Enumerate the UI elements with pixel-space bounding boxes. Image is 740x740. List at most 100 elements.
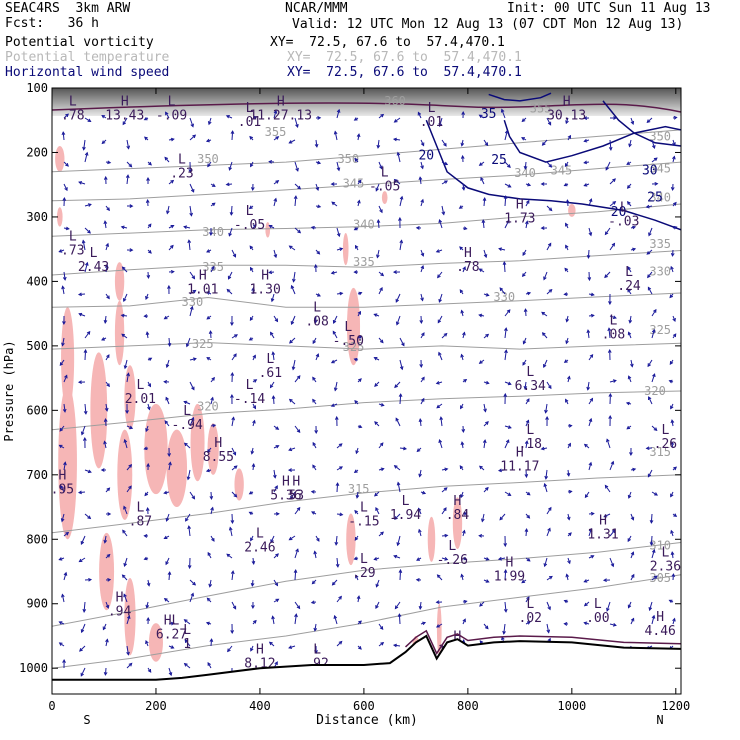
extremum-type: L — [344, 320, 352, 335]
wind-vector-head — [479, 603, 483, 607]
wind-vector-head — [422, 490, 427, 495]
wind-vector-head — [438, 351, 442, 356]
wind-vector-head — [314, 430, 319, 435]
wind-vector-head — [420, 142, 425, 147]
wind-vector-head — [230, 130, 235, 135]
wind-vector-head — [120, 313, 125, 318]
wind-vector — [126, 464, 132, 471]
wind-vector — [294, 375, 301, 383]
wind-vector-head — [672, 617, 676, 622]
extremum-value: 5.36 — [270, 489, 301, 504]
wind-vector-head — [670, 551, 675, 556]
wind-vector — [336, 596, 342, 603]
wind-vector-head — [232, 253, 237, 258]
theta-label: 315 — [348, 482, 370, 496]
wind-vector-head — [295, 167, 299, 172]
wind-vector-head — [312, 398, 316, 403]
wind-vector-head — [101, 337, 105, 341]
wind-vector-head — [568, 424, 573, 428]
wind-vector-head — [670, 405, 674, 410]
wind-vector-head — [165, 111, 169, 116]
wind-vector-head — [85, 261, 89, 266]
wind-vector-head — [438, 123, 443, 128]
extremum-type: H — [282, 475, 290, 490]
wind-vector-head — [87, 203, 92, 207]
wind-vector-head — [310, 489, 315, 494]
wind-vector — [126, 139, 130, 149]
wind-vector — [315, 139, 318, 147]
wind-vector-head — [461, 110, 466, 115]
wind-vector-head — [229, 211, 234, 216]
wind-vector-head — [565, 199, 570, 204]
wind-vector — [294, 570, 297, 581]
wind-vector-head — [206, 357, 211, 361]
wind-vector-head — [80, 629, 85, 634]
wind-vector-head — [165, 517, 170, 522]
wind-label: 35 — [481, 107, 497, 122]
wind-vector-head — [87, 118, 92, 123]
wind-vector — [123, 293, 128, 302]
wind-vector-head — [312, 441, 316, 446]
wind-vector-head — [521, 273, 526, 278]
wind-vector — [336, 227, 340, 237]
wind-vector-head — [651, 614, 656, 619]
field-name-theta: Potential temperature — [5, 50, 170, 65]
wind-vector-head — [339, 512, 344, 517]
wind-vector-head — [565, 120, 569, 125]
wind-vector — [189, 417, 194, 427]
y-tick-label: 900 — [26, 597, 48, 611]
header-init: Init: 00 UTC Sun 11 Aug 13 — [507, 1, 711, 16]
wind-vector-head — [147, 223, 152, 228]
wind-vector — [63, 572, 67, 581]
wind-vector-head — [190, 123, 194, 128]
extremum-value: 13.43 — [105, 108, 144, 123]
wind-vector-head — [463, 226, 468, 231]
wind-vector-head — [143, 446, 148, 451]
wind-vector-head — [310, 600, 315, 605]
wind-vector-head — [459, 465, 464, 470]
wind-vector-head — [233, 465, 238, 469]
wind-vector — [399, 359, 403, 370]
wind-vector-head — [583, 443, 588, 448]
x-tick-label: 1200 — [661, 699, 690, 713]
header-fcst: Fcst: 36 h — [5, 16, 99, 31]
wind-vector — [546, 601, 551, 610]
wind-vector-head — [435, 381, 440, 385]
wind-vector — [375, 579, 380, 587]
terrain-edge-line — [404, 629, 682, 655]
wind-vector-head — [146, 176, 150, 181]
wind-vector — [377, 220, 380, 229]
wind-vector-head — [373, 357, 378, 361]
wind-vector-head — [462, 331, 466, 336]
wind-vector — [210, 491, 213, 499]
wind-vector-head — [126, 145, 131, 150]
wind-vector-head — [422, 621, 427, 626]
wind-vector-head — [144, 492, 149, 497]
theta-label: 325 — [649, 323, 671, 337]
y-tick-label: 600 — [26, 403, 48, 417]
wind-vector-head — [78, 312, 83, 317]
wind-vector-head — [460, 154, 465, 159]
wind-vector — [165, 112, 170, 119]
wind-vector-head — [524, 474, 529, 479]
wind-vector-head — [583, 602, 588, 607]
wind-vector-head — [123, 593, 127, 598]
wind-vector — [63, 271, 66, 280]
wind-vector-head — [274, 318, 279, 323]
wind-vector-head — [527, 291, 532, 296]
wind-vector — [84, 403, 87, 414]
theta-contour-320 — [52, 390, 681, 431]
pv-region — [234, 468, 244, 501]
wind-vector-head — [353, 469, 358, 474]
wind-vector-head — [163, 597, 168, 602]
wind-vector-head — [58, 621, 63, 625]
wind-vector-head — [629, 452, 633, 457]
x-axis-left-end: S — [83, 713, 90, 727]
wind-vector — [393, 555, 401, 559]
wind-vector-head — [268, 159, 273, 164]
wind-vector-head — [670, 186, 675, 192]
wind-vector-head — [443, 142, 447, 147]
extremum-value: .84 — [446, 508, 470, 523]
wind-vector — [168, 572, 171, 581]
wind-vector-head — [225, 115, 230, 119]
